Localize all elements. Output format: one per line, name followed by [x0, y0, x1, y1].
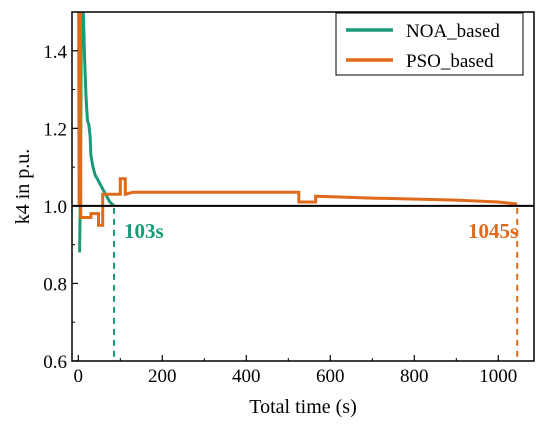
annotation-label-1: 103s: [124, 219, 164, 243]
x-axis-label: Total time (s): [249, 396, 356, 418]
y-axis-label: k4 in p.u.: [12, 149, 34, 225]
legend-label-noa: NOA_based: [406, 21, 500, 42]
legend-label-pso: PSO_based: [406, 51, 494, 72]
x-tick-label: 0: [74, 366, 84, 387]
x-tick-label: 1000: [479, 366, 517, 387]
x-tick-label: 600: [316, 366, 345, 387]
x-tick-label: 400: [232, 366, 261, 387]
y-tick-label: 0.8: [43, 274, 67, 295]
y-tick-label: 0.6: [43, 352, 67, 373]
series-line-pso-based: [77, 12, 518, 227]
x-tick-label: 200: [148, 366, 177, 387]
annotation-label-2: 1045s: [468, 219, 518, 243]
y-tick-label: 1.0: [43, 197, 67, 218]
legend-box: [335, 12, 524, 76]
plot-frame: [71, 11, 535, 362]
x-tick-label: 800: [400, 366, 429, 387]
legend: NOA_based PSO_based: [335, 12, 524, 76]
y-tick-label: 1.2: [43, 119, 67, 140]
y-tick-label: 1.4: [43, 42, 67, 63]
